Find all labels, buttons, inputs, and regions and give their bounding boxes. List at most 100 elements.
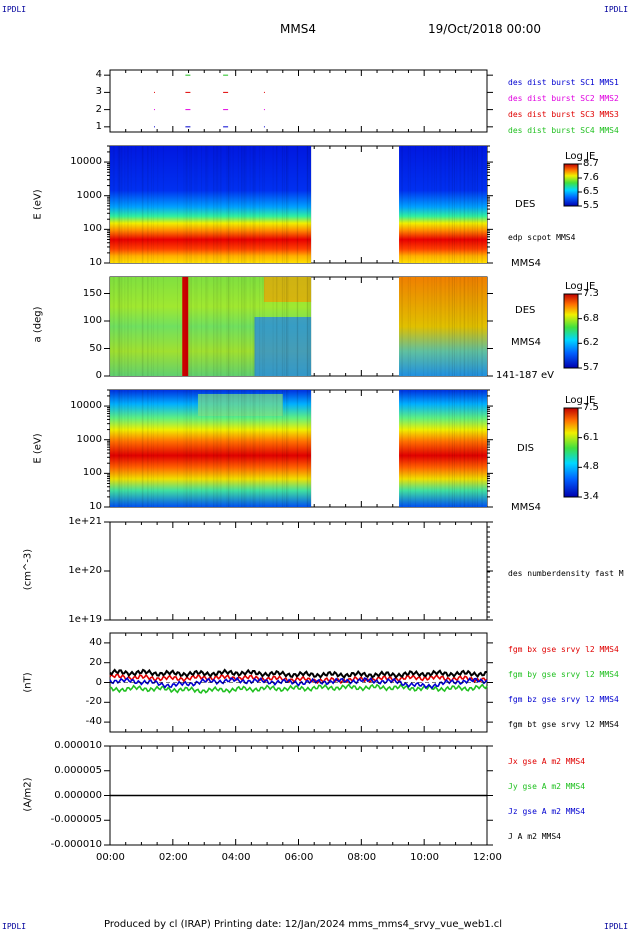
stripe — [459, 277, 460, 376]
stripe — [423, 146, 424, 263]
time-tick-label: 10:00 — [410, 852, 439, 863]
stripe — [449, 390, 450, 507]
stripe — [284, 390, 285, 507]
scpot-label: edp scpot MMS4 — [508, 233, 575, 242]
stripe — [273, 277, 274, 376]
stripe — [402, 146, 403, 263]
stripe — [255, 390, 256, 507]
stripe — [213, 277, 214, 376]
stripe — [205, 390, 206, 507]
des-energy-ylabel: E (eV) — [33, 165, 44, 245]
stripe — [205, 146, 206, 263]
stripe — [124, 146, 125, 263]
stripe — [122, 146, 123, 263]
bfield-legend-3: fgm bt gse srvy l2 MMS4 — [508, 720, 619, 729]
stripe — [427, 146, 428, 263]
stripe — [183, 277, 184, 376]
stripe — [282, 390, 283, 507]
stripe — [113, 277, 114, 376]
stripe — [259, 390, 260, 507]
stripe — [474, 277, 475, 376]
stripe — [436, 390, 437, 507]
current-ytick-label: 0.000005 — [54, 765, 102, 776]
stripe — [454, 146, 455, 263]
stripe — [284, 277, 285, 376]
dis-green-bump — [198, 394, 283, 416]
burst-frame — [110, 70, 487, 132]
stripe — [481, 146, 482, 263]
stripe — [186, 277, 187, 376]
stripe — [452, 390, 453, 507]
stripe — [456, 277, 457, 376]
stripe — [213, 390, 214, 507]
stripe — [244, 390, 245, 507]
stripe — [250, 146, 251, 263]
stripe — [276, 390, 277, 507]
stripe — [216, 277, 217, 376]
stripe — [431, 390, 432, 507]
stripe — [273, 390, 274, 507]
stripe — [135, 390, 136, 507]
stripe — [297, 146, 298, 263]
stripe — [157, 390, 158, 507]
dis_energy-cbar-tick: 3.4 — [583, 491, 599, 502]
stripe — [471, 390, 472, 507]
stripe — [191, 277, 192, 376]
stripe — [217, 146, 218, 263]
stripe — [147, 277, 148, 376]
stripe — [243, 390, 244, 507]
stripe — [244, 277, 245, 376]
stripe — [441, 277, 442, 376]
stripe — [467, 146, 468, 263]
stripe — [252, 390, 253, 507]
stripe — [471, 146, 472, 263]
stripe — [434, 277, 435, 376]
stripe — [220, 390, 221, 507]
stripe — [226, 390, 227, 507]
des_pitch-cbar-tick: 5.7 — [583, 362, 599, 373]
stripe — [238, 146, 239, 263]
stripe — [201, 277, 202, 376]
stripe — [287, 277, 288, 376]
stripe — [142, 146, 143, 263]
dis_energy-colorbar — [564, 408, 578, 497]
stripe — [194, 146, 195, 263]
stripe — [282, 277, 283, 376]
stripe — [189, 277, 190, 376]
stripe — [110, 277, 111, 376]
stripe — [252, 146, 253, 263]
stripe — [474, 390, 475, 507]
stripe — [464, 277, 465, 376]
dis-energy-name: DIS — [517, 443, 534, 454]
bfield-ytick-label: -40 — [86, 716, 102, 727]
current-legend-2: Jz gse A m2 MMS4 — [508, 807, 585, 816]
burst-ytick-label: 4 — [96, 69, 102, 80]
dis-energy-ylabel: E (eV) — [33, 409, 44, 489]
stripe — [445, 390, 446, 507]
stripe — [408, 146, 409, 263]
stripe — [262, 277, 263, 376]
stripe — [410, 390, 411, 507]
stripe — [264, 146, 265, 263]
stripe — [177, 390, 178, 507]
stripe — [233, 277, 234, 376]
des-energy-name: DES — [515, 199, 535, 210]
stripe — [427, 390, 428, 507]
stripe — [309, 277, 310, 376]
stripe — [238, 390, 239, 507]
stripe — [153, 146, 154, 263]
stripe — [230, 146, 231, 263]
dis_energy-cbar-tick: 6.1 — [583, 432, 599, 443]
pitch-right-fill — [399, 277, 487, 376]
stripe — [309, 146, 310, 263]
dis_energy-ytick-label: 10 — [89, 501, 102, 512]
stripe — [233, 390, 234, 507]
stripe — [201, 390, 202, 507]
stripe — [310, 390, 311, 507]
spectrogram-right — [399, 146, 487, 263]
time-tick-label: 12:00 — [473, 852, 502, 863]
spectrogram-right — [399, 390, 487, 507]
stripe — [408, 277, 409, 376]
stripe — [254, 146, 255, 263]
current-legend-3: J A m2 MMS4 — [508, 832, 561, 841]
